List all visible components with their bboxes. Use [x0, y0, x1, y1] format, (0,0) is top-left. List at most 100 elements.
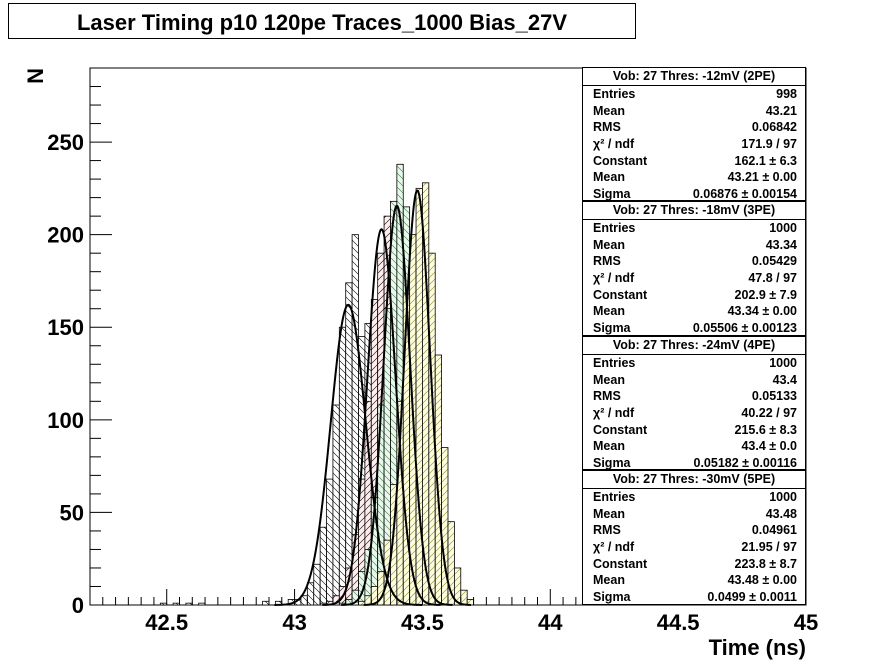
stats-label: Sigma	[593, 187, 631, 202]
fit-curves	[274, 189, 471, 606]
histogram-bin-hatch	[338, 326, 347, 606]
stats-label: χ² / ndf	[593, 540, 635, 555]
stats-value: 202.9 ± 7.9	[734, 287, 797, 302]
stats-header: Vob: 27 Thres: -24mV (4PE)	[583, 337, 805, 355]
y-tick-label: 50	[60, 500, 84, 525]
stats-label: Constant	[593, 556, 648, 571]
stats-label: Entries	[593, 490, 636, 504]
x-tick-label: 42.5	[145, 610, 188, 635]
stats-label: Mean	[593, 237, 625, 252]
stats-box-2pe: Vob: 27 Thres: -12mV (2PE) Entries 998 Me…	[582, 67, 806, 201]
stats-value: 0.04961	[751, 523, 797, 538]
histogram-bin-hatch	[319, 526, 327, 606]
stats-value: 998	[776, 87, 797, 101]
stats-label: Entries	[593, 221, 636, 235]
title-box: Laser Timing p10 120pe Traces_1000 Bias_…	[8, 3, 636, 39]
stats-label: Mean	[593, 506, 625, 521]
stats-value: 21.95 / 97	[741, 540, 797, 555]
stats-label: RMS	[593, 120, 621, 135]
stats-row: Mean 43.48 ± 0.00	[583, 572, 805, 589]
stats-label: Sigma	[593, 321, 631, 336]
stats-row: Mean 43.21 ± 0.00	[583, 169, 805, 186]
y-tick-label: 200	[47, 223, 84, 248]
stats-row: Mean 43.4	[583, 372, 805, 389]
stats-label: Mean	[593, 170, 625, 185]
stats-row: RMS 0.05133	[583, 388, 805, 405]
stats-row: Entries 1000	[583, 489, 805, 506]
histogram-bin-hatch	[172, 602, 180, 606]
stats-label: RMS	[593, 389, 621, 404]
stats-label: Mean	[593, 103, 625, 118]
gaussian-fit-curve-1	[322, 228, 441, 606]
gaussian-fit-curve-0	[274, 303, 423, 606]
stats-row: χ² / ndf 171.9 / 97	[583, 136, 805, 153]
stats-label: Mean	[593, 573, 625, 588]
stats-row: RMS 0.06842	[583, 119, 805, 136]
stats-row: Mean 43.21	[583, 103, 805, 120]
stats-row: Constant 215.6 ± 8.3	[583, 422, 805, 439]
stats-value: 43.4	[772, 372, 797, 387]
stats-value: 43.34	[765, 237, 797, 252]
stats-row: χ² / ndf 40.22 / 97	[583, 405, 805, 422]
stats-value: 43.34 ± 0.00	[727, 304, 797, 319]
histogram-bin-hatch	[185, 602, 193, 606]
gaussian-fit-curve-3	[363, 189, 471, 606]
y-tick-label: 150	[47, 315, 84, 340]
stats-value: 1000	[769, 490, 797, 504]
histogram-bin-hatch	[453, 567, 462, 606]
histogram-bin-hatch	[345, 282, 353, 606]
stats-value: 0.06876 ± 0.00154	[692, 187, 797, 202]
stats-label: Entries	[593, 356, 636, 370]
stats-row: Mean 43.34	[583, 237, 805, 254]
stats-row: Entries 1000	[583, 220, 805, 237]
x-tick-label: 44	[538, 610, 563, 635]
stats-row: Mean 43.34 ± 0.00	[583, 303, 805, 320]
stats-value: 171.9 / 97	[741, 137, 797, 152]
stats-label: Mean	[593, 304, 625, 319]
stats-label: Mean	[593, 439, 625, 454]
stats-value: 215.6 ± 8.3	[734, 422, 797, 437]
histogram-bin-hatch	[306, 582, 315, 606]
histogram-bin-hatch	[159, 602, 168, 606]
stats-row: Sigma 0.05182 ± 0.00116	[583, 455, 805, 472]
histogram-bin-hatch	[332, 404, 340, 606]
x-tick-label: 43.5	[401, 610, 444, 635]
histogram-bin-hatch	[460, 589, 468, 606]
stats-value: 43.48	[765, 506, 797, 521]
stats-box-4pe: Vob: 27 Thres: -24mV (4PE) Entries 1000 M…	[582, 336, 806, 470]
stats-label: RMS	[593, 523, 621, 538]
stats-label: Constant	[593, 153, 648, 168]
chart-title: Laser Timing p10 120pe Traces_1000 Bias_…	[76, 10, 567, 35]
stats-header: Vob: 27 Thres: -12mV (2PE)	[583, 68, 805, 86]
histogram-bin-hatch	[262, 600, 270, 606]
stats-value: 162.1 ± 6.3	[734, 153, 797, 168]
histogram-bin-hatch	[326, 478, 334, 606]
stats-value: 40.22 / 97	[741, 406, 797, 421]
y-tick-label: 100	[47, 408, 84, 433]
stats-value: 43.21 ± 0.00	[727, 170, 797, 185]
stats-value: 47.8 / 97	[748, 271, 797, 286]
stats-row: Entries 998	[583, 86, 805, 103]
y-tick-label: 250	[47, 130, 84, 155]
gaussian-fit-curve-2	[341, 204, 453, 606]
stats-value: 0.05429	[751, 254, 797, 269]
stats-value: 0.05182 ± 0.00116	[693, 456, 798, 471]
y-axis-label: N	[23, 68, 48, 84]
stats-row: Constant 202.9 ± 7.9	[583, 287, 805, 304]
stats-box-5pe: Vob: 27 Thres: -30mV (5PE) Entries 1000 M…	[582, 470, 806, 605]
stats-row: Entries 1000	[583, 355, 805, 372]
stats-header: Vob: 27 Thres: -30mV (5PE)	[583, 471, 805, 489]
stats-label: χ² / ndf	[593, 271, 635, 286]
stats-header: Vob: 27 Thres: -18mV (3PE)	[583, 202, 805, 220]
axes: 42.5 43 43.5 44 44.5 45 0 50 100 150 200 250	[47, 86, 818, 635]
stats-row: Constant 223.8 ± 8.7	[583, 556, 805, 573]
x-tick-label: 43	[282, 610, 306, 635]
stats-value: 1000	[769, 356, 797, 370]
stats-value: 0.06842	[751, 120, 797, 135]
stats-label: Entries	[593, 87, 636, 101]
stats-row: Constant 162.1 ± 6.3	[583, 153, 805, 170]
stats-row: Mean 43.48	[583, 506, 805, 523]
stats-value: 1000	[769, 221, 797, 235]
x-axis-label: Time (ns)	[709, 635, 806, 660]
stats-label: RMS	[593, 254, 621, 269]
